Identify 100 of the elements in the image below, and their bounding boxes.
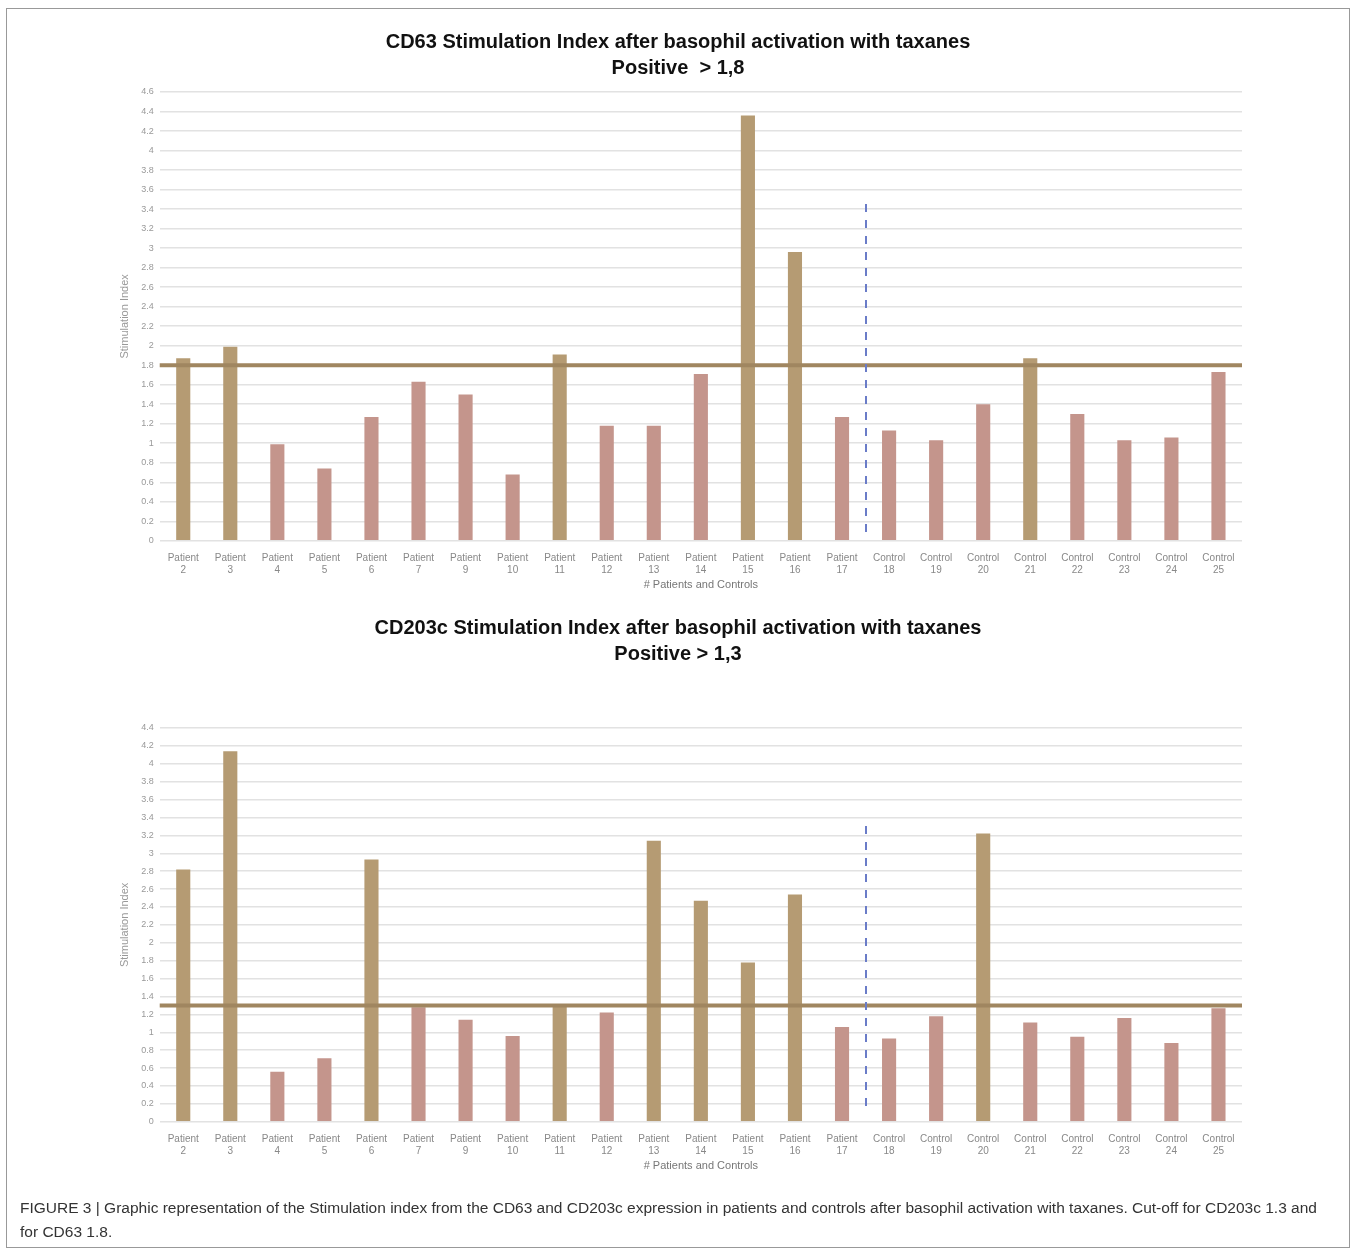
bar [740,115,755,541]
y-tick-label: 1 [148,1026,154,1037]
bar [1070,1036,1085,1122]
x-tick-label: Control 25 [1202,1132,1235,1156]
bar [693,373,708,541]
x-tick-label: Patient 13 [638,551,670,575]
y-tick-label: 4 [148,758,154,769]
y-tick-label: 2.6 [141,281,154,292]
y-tick-label: 0.2 [141,515,154,526]
bar [458,394,473,541]
x-tick-label: Control 22 [1061,1132,1094,1156]
bar [1211,1008,1226,1122]
y-tick-label: 2.2 [141,320,154,331]
y-tick-label: 2.6 [141,883,154,894]
bar [834,1026,850,1122]
bar [646,425,661,541]
bar [929,440,944,541]
x-tick-label: Patient 5 [308,551,341,575]
y-tick-label: 4.4 [141,106,154,116]
y-tick-label: 3 [148,242,154,253]
bar [411,1007,426,1122]
y-tick-label: 3.6 [141,794,154,805]
y-tick-label: 4 [148,145,154,156]
x-tick-label: Patient 11 [544,551,576,575]
x-tick-label: Patient 6 [355,1132,388,1156]
y-axis-title: Stimulation Index [117,882,130,968]
x-axis-title: # Patients and Controls [643,1159,759,1172]
bar [1211,372,1226,541]
bar [1023,358,1038,541]
x-tick-label: Patient 14 [685,1132,717,1156]
x-tick-label: Control 23 [1108,1132,1141,1156]
x-tick-label: Control 22 [1061,551,1094,575]
x-tick-label: Patient 16 [779,1132,811,1156]
chart-subtitle: Positive > 1,3 [614,641,742,664]
x-tick-label: Control 20 [967,1132,1000,1156]
y-tick-label: 0.8 [141,457,154,468]
y-tick-label: 2.4 [141,301,154,312]
x-tick-label: Patient 10 [497,551,529,575]
y-tick-label: 4.6 [141,86,154,97]
bar [834,416,850,541]
x-tick-label: Control 21 [1014,551,1047,575]
bar [176,358,191,541]
y-tick-label: 1.4 [141,990,154,1001]
y-tick-label: 0.6 [141,1062,154,1073]
bar [552,1006,567,1122]
y-tick-label: 1 [148,437,154,448]
x-tick-label: Patient 12 [591,1132,623,1156]
y-tick-label: 1.8 [141,359,154,370]
x-tick-label: Patient 2 [167,1132,200,1156]
caption: FIGURE 3 | Graphic representation of the Stimulation index from the CD63 and CD203c expression in patients and controls after basophil activation with taxanes. Cut-off for CD203c 1.3 and for CD63 1.8. [20,1198,1318,1242]
bar [1117,1017,1132,1122]
bar [882,430,897,541]
chart-title: CD63 Stimulation Index after basophil activation with taxanes [385,29,971,52]
bar [458,1019,473,1122]
bar [1117,440,1132,541]
y-tick-label: 0.6 [141,476,154,487]
bar [223,751,238,1122]
x-tick-label: Patient 11 [544,1132,576,1156]
y-tick-label: 1.2 [141,418,154,429]
x-tick-label: Control 25 [1202,551,1235,575]
x-tick-label: Patient 10 [497,1132,529,1156]
x-tick-label: Patient 17 [826,551,858,575]
y-tick-label: 2.4 [141,901,154,912]
bar [552,354,567,541]
x-tick-label: Patient 7 [402,1132,435,1156]
x-tick-label: Patient 9 [450,551,482,575]
y-tick-label: 0.8 [141,1044,154,1055]
x-tick-label: Patient 4 [261,1132,294,1156]
bar [599,425,614,541]
bar [599,1012,614,1122]
x-tick-label: Control 23 [1108,551,1141,575]
x-tick-label: Control 21 [1014,1132,1047,1156]
x-tick-label: Patient 12 [591,551,623,575]
bar [411,381,426,541]
bar [1164,437,1179,541]
bar [176,869,191,1122]
y-tick-label: 3.6 [141,184,154,195]
y-tick-label: 1.6 [141,973,154,984]
x-tick-label: Patient 16 [779,551,811,575]
y-tick-label: 1.6 [141,379,154,390]
x-tick-label: Patient 2 [167,551,200,575]
bar [693,900,708,1122]
bar [882,1038,897,1122]
y-tick-label: 3.4 [141,811,154,822]
bar [1164,1043,1179,1122]
x-tick-label: Patient 3 [214,551,247,575]
bar [223,346,238,541]
y-tick-label: 1.2 [141,1008,154,1019]
y-tick-label: 3.4 [141,203,154,214]
x-tick-label: Patient 15 [732,551,764,575]
x-tick-label: Control 18 [872,1132,906,1156]
x-tick-label: Patient 14 [685,551,717,575]
bar [646,840,661,1122]
bar [740,962,755,1122]
x-tick-label: Patient 4 [261,551,294,575]
y-tick-label: 2 [148,340,154,351]
y-tick-label: 4.4 [141,722,154,733]
y-tick-label: 1.4 [141,398,154,409]
bar [976,833,991,1122]
y-tick-label: 2.8 [141,865,154,876]
